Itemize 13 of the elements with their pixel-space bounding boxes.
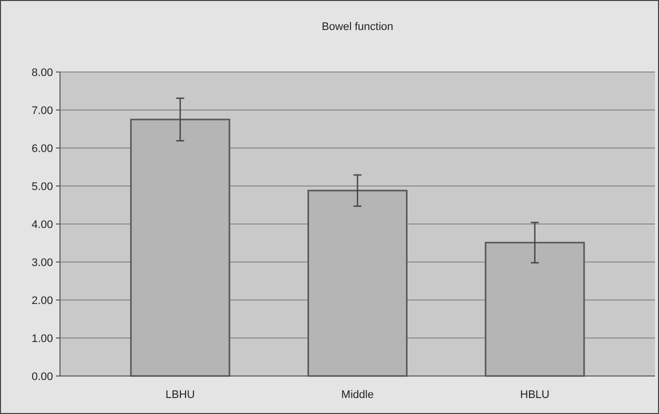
y-tick-label: 4.00 (32, 218, 53, 231)
y-tick-label: 3.00 (32, 256, 53, 269)
y-tick-label: 1.00 (32, 332, 53, 345)
x-tick-label: Middle (341, 389, 374, 401)
y-tick-label: 7.00 (32, 104, 53, 117)
y-tick-label: 6.00 (32, 142, 53, 155)
y-tick-label: 0.00 (32, 370, 53, 383)
x-tick-label: LBHU (166, 389, 195, 401)
y-tick-label: 2.00 (32, 294, 53, 307)
x-tick-label: HBLU (520, 389, 550, 401)
y-tick-label: 8.00 (32, 66, 53, 79)
chart-title: Bowel function (322, 21, 394, 33)
y-tick-label: 5.00 (32, 180, 53, 193)
